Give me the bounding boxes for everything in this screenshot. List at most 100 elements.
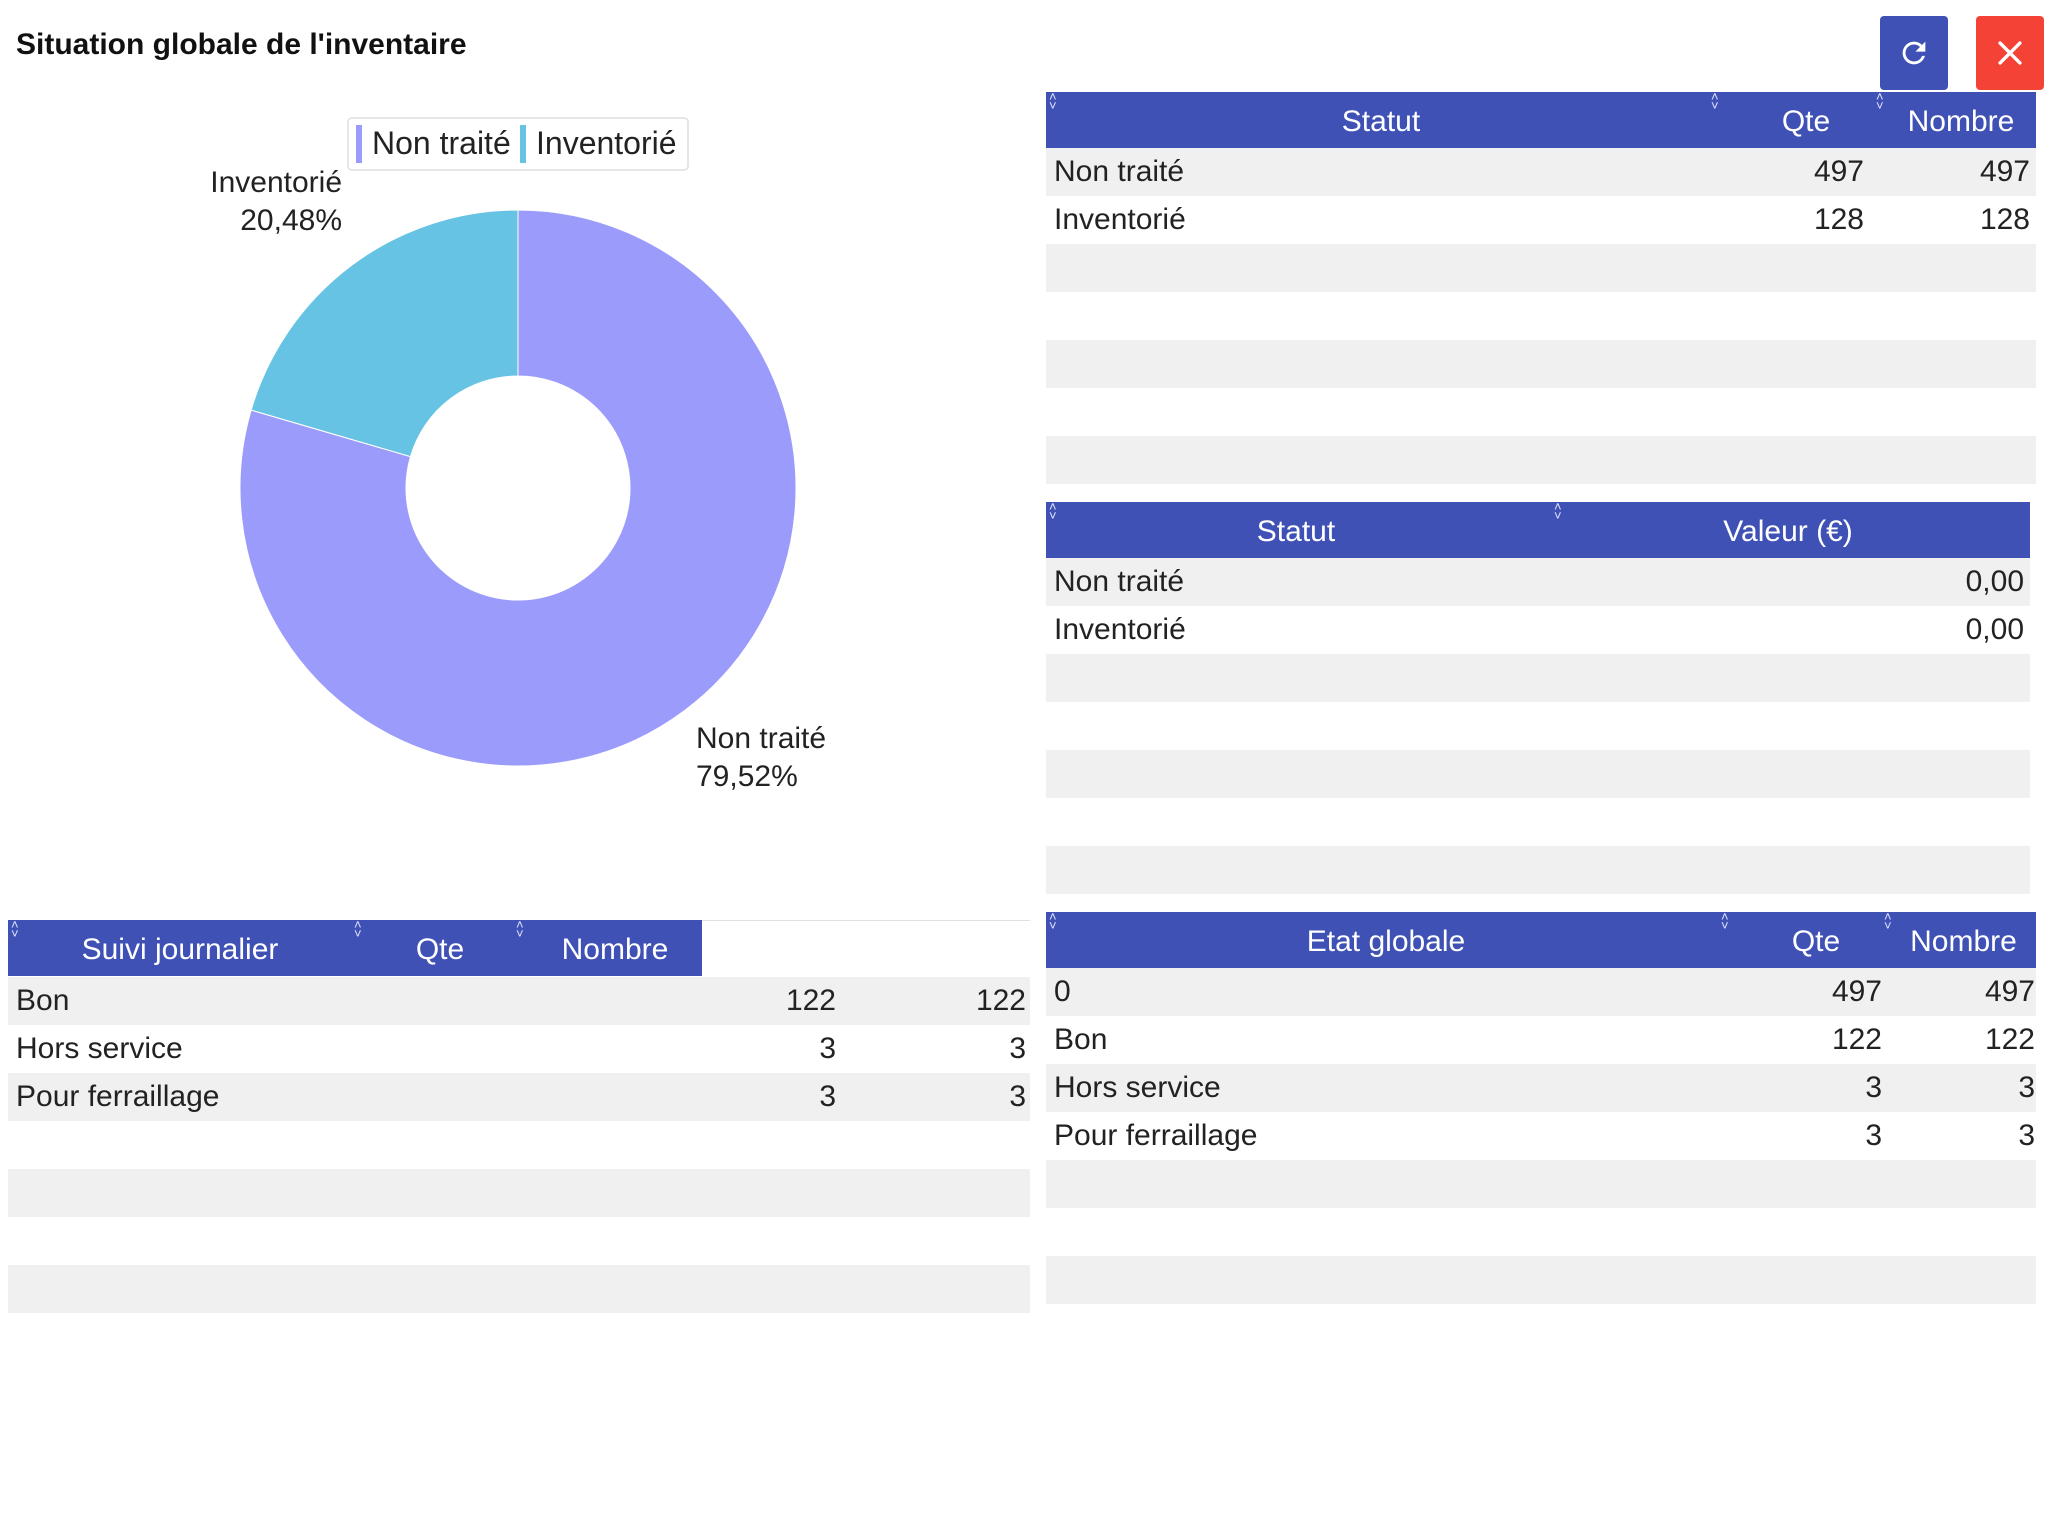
sort-icon[interactable]: ˄ ˅ [1721,909,1729,933]
sort-icon[interactable]: ˄ ˅ [1884,909,1892,933]
cell-nombre: 128 [1979,203,2030,236]
table-row[interactable]: Hors service 3 3 [1046,1064,2036,1112]
donut-slice-non-traite[interactable] [239,209,797,767]
sort-icon[interactable]: ˄ ˅ [1876,89,1884,113]
sort-icon[interactable]: ˄ ˅ [1554,499,1562,523]
col-header-nombre[interactable]: Nombre [1910,925,2017,958]
sort-icon[interactable]: ˄ ˅ [1711,89,1719,113]
cell-suivi: Hors service [16,1032,183,1065]
sort-icon[interactable]: ˄ ˅ [11,917,19,941]
col-header-qte[interactable]: Qte [415,933,465,966]
col-header-nombre[interactable]: Nombre [561,933,669,966]
etat-globale-table-header: Etat globale Qte Nombre ˄ ˅ ˄ ˅ ˄ ˅ [1046,909,2036,968]
sort-icon[interactable]: ˄ ˅ [1049,499,1057,523]
close-icon [1998,41,2022,65]
refresh-icon [1902,41,1926,65]
table-row[interactable]: Pour ferraillage 3 3 [8,1073,1030,1121]
sort-icon[interactable]: ˄ ˅ [1049,909,1057,933]
status-donut-chart: Non traité Inventorié Non traité 79,52% In… [210,117,826,793]
valeur-table: Statut Valeur (€) ˄ ˅ ˄ ˅ Non traité 0,00 In… [1046,499,2030,902]
chart-legend-box [347,117,689,171]
col-header-statut[interactable]: Statut [1341,105,1421,138]
table-row-empty [1046,340,2036,388]
cell-qte: 122 [785,984,836,1017]
sort-icon[interactable]: ˄ ˅ [1049,89,1057,113]
page-title: Situation globale de l'inventaire [16,28,467,61]
cell-statut: Non traité [1054,155,1185,188]
legend-label-inventorie: Inventorié [536,125,677,161]
col-header-qte[interactable]: Qte [1791,925,1841,958]
cell-qte: 122 [1831,1023,1882,1056]
legend-swatch-inventorie [520,125,526,163]
cell-statut: Inventorié [1054,613,1186,646]
cell-qte: 3 [819,1080,836,1113]
cell-qte: 497 [1831,975,1882,1008]
col-header-valeur[interactable]: Valeur (€) [1723,515,1853,548]
cell-nombre: 497 [1984,975,2035,1008]
slice-percent-label: 20,48% [240,204,342,237]
col-header-suivi[interactable]: Suivi journalier [81,933,279,966]
legend-swatch-non-traite [356,125,362,163]
cell-nombre: 3 [2018,1071,2035,1104]
table-row[interactable]: Inventorié 128 128 [1046,196,2036,244]
table-row-empty [1046,750,2030,798]
cell-etat: Pour ferraillage [1054,1119,1258,1152]
cell-nombre: 3 [1009,1032,1026,1065]
table-row-empty [1046,1160,2036,1208]
close-button[interactable] [1976,16,2044,90]
slice-label: Inventorié [210,166,342,199]
statut-table: Statut Qte Nombre ˄ ˅ ˄ ˅ ˄ ˅ Non traité 497… [1046,89,2036,484]
col-header-statut[interactable]: Statut [1256,515,1336,548]
cell-nombre: 3 [2018,1119,2035,1152]
table-row[interactable]: Non traité 0,00 [1046,558,2030,606]
cell-qte: 128 [1813,203,1864,236]
slice-label: Non traité [696,722,826,755]
table-row[interactable]: Bon 122 122 [8,977,1030,1025]
table-row[interactable]: Inventorié 0,00 [1046,606,2030,654]
cell-statut: Non traité [1054,565,1185,598]
cell-qte: 3 [819,1032,836,1065]
etat-globale-table: Etat globale Qte Nombre ˄ ˅ ˄ ˅ ˄ ˅ 0 497 497… [1046,909,2036,1312]
refresh-button[interactable] [1880,16,1948,90]
cell-nombre: 3 [1009,1080,1026,1113]
col-header-etat[interactable]: Etat globale [1306,925,1466,958]
table-row-empty [1046,702,2030,750]
table-row-empty [1046,244,2036,292]
table-row-empty [1046,654,2030,702]
table-row[interactable]: Hors service 3 3 [8,1025,1030,1073]
table-row-empty [1046,436,2036,484]
cell-nombre: 122 [975,984,1026,1017]
suivi-journalier-table-header: Suivi journalier Qte Nombre ˄ ˅ ˄ ˅ ˄ ˅ [8,917,702,976]
col-header-nombre[interactable]: Nombre [1907,105,2015,138]
slice-percent-label: 79,52% [696,760,798,793]
cell-suivi: Pour ferraillage [16,1080,220,1113]
legend-label-non-traite: Non traité [372,125,511,161]
statut-table-header: Statut Qte Nombre ˄ ˅ ˄ ˅ ˄ ˅ [1046,89,2036,148]
valeur-table-header: Statut Valeur (€) ˄ ˅ ˄ ˅ [1046,499,2030,558]
table-row-empty [8,1121,1030,1169]
donut-slice-inventorie[interactable] [250,209,519,458]
table-row-empty [1046,1256,2036,1304]
cell-nombre: 497 [1979,155,2030,188]
cell-valeur: 0,00 [1965,565,2024,598]
cell-etat: Bon [1054,1023,1108,1056]
table-row[interactable]: 0 497 497 [1046,968,2036,1016]
table-row-empty [1046,388,2036,436]
cell-etat: Hors service [1054,1071,1221,1104]
table-row-empty [1046,846,2030,894]
suivi-journalier-table: Suivi journalier Qte Nombre ˄ ˅ ˄ ˅ ˄ ˅ Bon… [8,917,1030,1314]
sort-icon[interactable]: ˄ ˅ [516,917,524,941]
cell-qte: 3 [1865,1119,1882,1152]
cell-suivi: Bon [16,984,70,1017]
sort-icon[interactable]: ˄ ˅ [354,917,362,941]
table-row[interactable]: Pour ferraillage 3 3 [1046,1112,2036,1160]
table-row-empty [1046,292,2036,340]
col-header-qte[interactable]: Qte [1781,105,1831,138]
cell-valeur: 0,00 [1965,613,2024,646]
table-row-empty [1046,798,2030,846]
cell-statut: Inventorié [1054,203,1186,236]
table-row-empty [8,1169,1030,1217]
table-row[interactable]: Bon 122 122 [1046,1016,2036,1064]
table-row[interactable]: Non traité 497 497 [1046,148,2036,196]
cell-qte: 3 [1865,1071,1882,1104]
